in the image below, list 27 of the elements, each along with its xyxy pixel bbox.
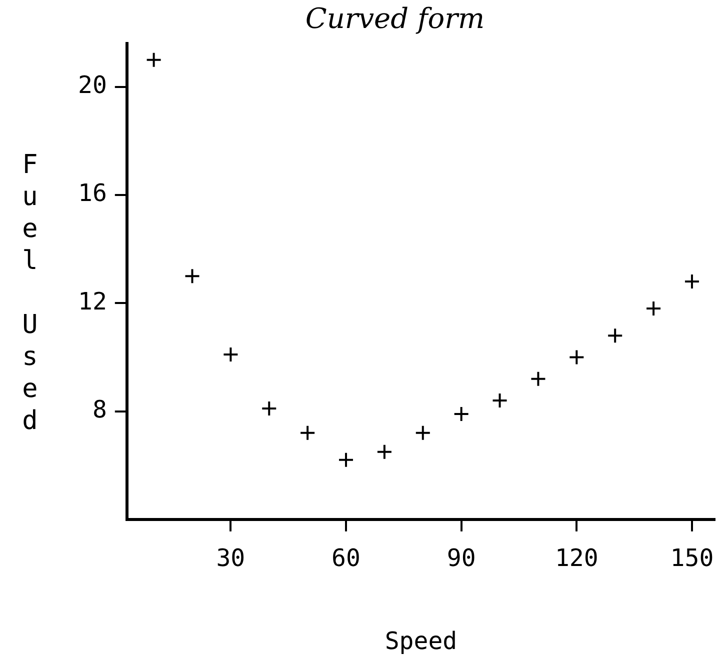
y-tick-label: 8 <box>92 396 107 424</box>
point <box>376 444 392 460</box>
point <box>222 346 239 362</box>
x-tick-label: 120 <box>554 544 598 572</box>
point <box>338 452 354 468</box>
point <box>607 328 624 344</box>
point <box>530 370 546 387</box>
x-tick-label: 30 <box>216 544 246 572</box>
point <box>146 52 162 68</box>
point <box>184 268 200 284</box>
point <box>453 406 470 422</box>
x-tick-label: 150 <box>670 544 714 572</box>
x-axis-title: Speed <box>384 626 458 655</box>
x-tick-label: 60 <box>332 544 360 572</box>
point <box>300 424 316 441</box>
point <box>414 424 431 441</box>
y-tick-label: 20 <box>78 71 107 100</box>
y-tick-label: 16 <box>78 179 107 208</box>
point <box>684 274 700 290</box>
point <box>492 392 508 408</box>
point <box>568 349 585 366</box>
chart-title: Curved form <box>305 2 485 36</box>
point <box>646 300 662 317</box>
point <box>261 400 278 417</box>
y-tick-label: 12 <box>78 287 107 316</box>
x-tick-label: 90 <box>446 544 476 572</box>
y-axis-title: Fuel Used <box>14 150 46 438</box>
